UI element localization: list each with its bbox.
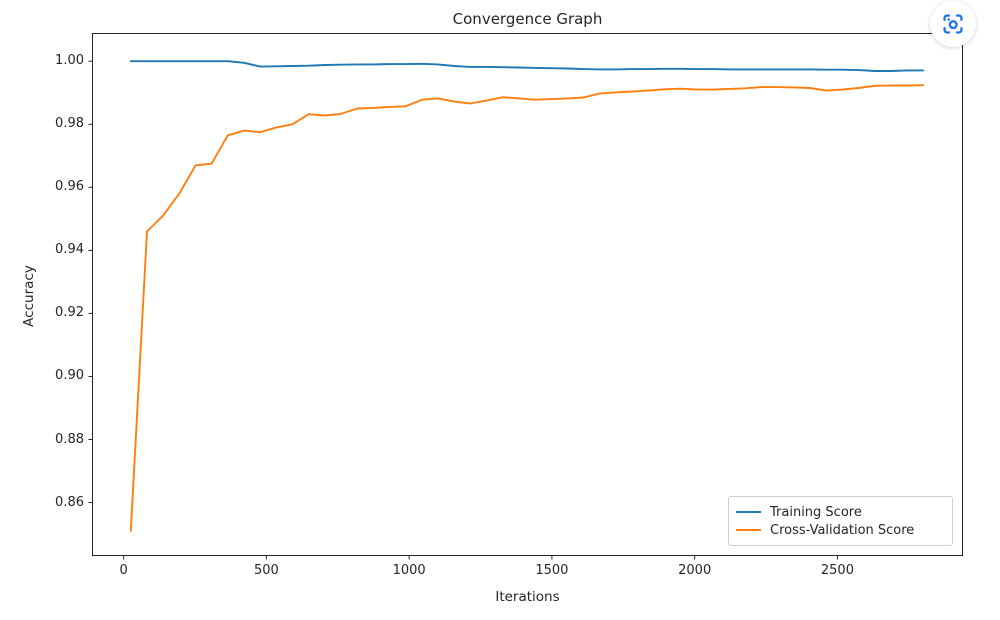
series-line-1 [129, 84, 925, 532]
legend-label-training-score: Training Score [770, 504, 862, 520]
legend-item-training-score: Training Score [736, 503, 943, 521]
y-axis-label: Accuracy [21, 265, 37, 327]
capture-lens-dot [947, 18, 951, 21]
screenshot-capture-button[interactable] [930, 1, 976, 47]
chart-title: Convergence Graph [452, 10, 603, 28]
region-capture-icon [943, 14, 963, 34]
legend-label-cross-validation-score: Cross-Validation Score [770, 522, 915, 538]
plot-frame [92, 33, 963, 556]
series-line-0 [129, 60, 925, 72]
training-score-line-swatch [736, 511, 761, 513]
legend: Training Score Cross-Validation Score [728, 496, 953, 546]
x-axis-label: Iterations [495, 589, 560, 605]
legend-item-cross-validation-score: Cross-Validation Score [736, 521, 943, 539]
cross-validation-score-line-swatch [736, 529, 761, 531]
